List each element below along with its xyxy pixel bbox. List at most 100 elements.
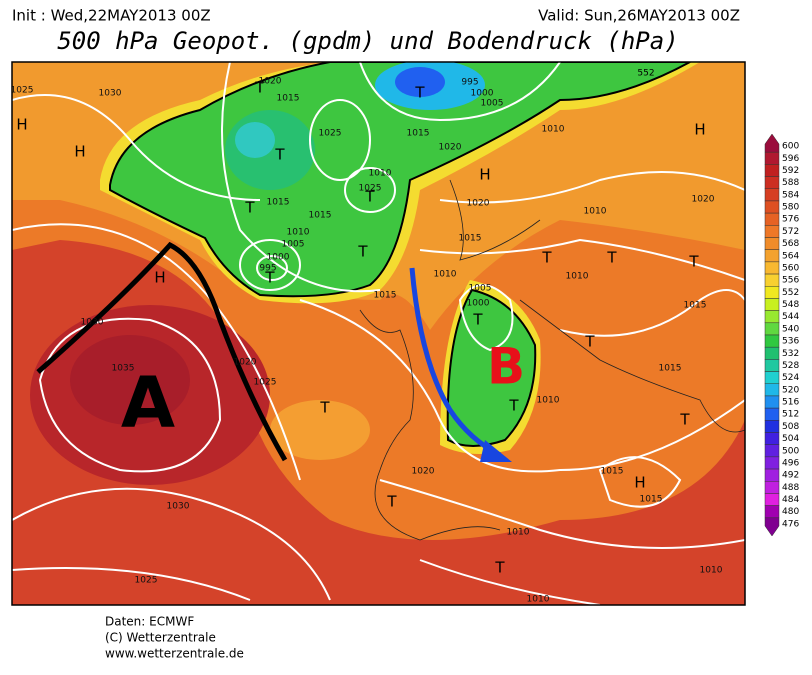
isobar-label: 1015 <box>407 129 430 139</box>
legend-swatch <box>764 249 780 263</box>
legend-label: 504 <box>782 434 799 444</box>
legend-swatch <box>764 176 780 189</box>
pressure-center: T <box>606 249 617 267</box>
legend-swatch <box>764 225 780 238</box>
isobar-label: 1015 <box>309 211 332 221</box>
legend-label: 588 <box>782 178 799 188</box>
legend-label: 556 <box>782 276 799 286</box>
legend-label: 508 <box>782 422 799 432</box>
pressure-center: T <box>357 243 368 261</box>
isobar-label: 1000 <box>471 89 494 99</box>
title: 500 hPa Geopot. (gpdm) und Bodendruck (h… <box>57 27 678 55</box>
legend-label: 584 <box>782 190 799 200</box>
legend-swatch <box>764 151 780 165</box>
isobar-label: 1020 <box>439 143 462 153</box>
pressure-center: H <box>74 143 85 161</box>
legend-label: 596 <box>782 154 799 164</box>
pressure-center: T <box>414 84 425 102</box>
legend-label: 576 <box>782 215 799 225</box>
legend-label: 500 <box>782 446 799 456</box>
legend-label: 512 <box>782 410 799 420</box>
pressure-center: H <box>16 116 27 134</box>
legend-swatch <box>764 298 780 311</box>
pressure-center: H <box>154 269 165 287</box>
pressure-center: T <box>264 269 275 287</box>
pressure-center: T <box>472 311 483 329</box>
legend-swatch <box>764 273 780 287</box>
isobar-label: 1005 <box>469 284 492 294</box>
isobar-label: 1015 <box>659 364 682 374</box>
legend-label: 532 <box>782 349 799 359</box>
legend-swatch <box>764 200 780 214</box>
legend-swatch <box>764 334 780 348</box>
legend-label: 572 <box>782 227 799 237</box>
pressure-center: T <box>541 249 552 267</box>
pressure-center: T <box>508 397 519 415</box>
isobar-label: 1025 <box>11 86 34 96</box>
isobar-label: 1010 <box>287 228 310 238</box>
legend-label: 592 <box>782 166 799 176</box>
isobar-label: 1020 <box>692 195 715 205</box>
isobar-label: 1015 <box>684 301 707 311</box>
legend-label: 564 <box>782 251 799 261</box>
isobar-label: 1015 <box>640 495 663 505</box>
legend-swatch <box>764 188 780 202</box>
isobar-label: 1035 <box>112 364 135 374</box>
valid-time: Valid: Sun,26MAY2013 00Z <box>538 7 740 25</box>
legend-label: 552 <box>782 288 799 298</box>
isobar-label: 1005 <box>282 240 305 250</box>
footer-source: Daten: ECMWF <box>105 615 194 629</box>
isobar-label: 1020 <box>234 358 257 368</box>
pressure-center: T <box>688 253 699 271</box>
isobar-label: 552 <box>637 69 654 79</box>
pressure-center: T <box>494 559 505 577</box>
isobar-label: 1010 <box>369 169 392 179</box>
isobar-label: 1005 <box>481 99 504 109</box>
pressure-center: H <box>479 166 490 184</box>
legend-swatch <box>764 133 780 153</box>
isobar-label: 1020 <box>467 199 490 209</box>
legend-label: 536 <box>782 337 799 347</box>
legend-label: 600 <box>782 142 799 152</box>
pressure-center: H <box>634 474 645 492</box>
legend-swatch <box>764 286 780 299</box>
isobar-label: 1010 <box>542 125 565 135</box>
legend-label: 488 <box>782 483 799 493</box>
legend-swatch <box>764 517 780 537</box>
legend-label: 484 <box>782 495 799 505</box>
legend-swatch <box>764 261 780 275</box>
pressure-center: T <box>254 79 265 97</box>
legend-swatch <box>764 481 780 494</box>
pressure-center: T <box>319 399 330 417</box>
legend-swatch <box>764 432 780 445</box>
legend-swatch <box>764 359 780 372</box>
isobar-label: 1025 <box>254 378 277 388</box>
init-time: Init : Wed,22MAY2013 00Z <box>12 7 211 25</box>
isobar-label: 995 <box>259 264 276 274</box>
legend-label: 580 <box>782 203 799 213</box>
legend-label: 544 <box>782 312 799 322</box>
legend-label: 480 <box>782 507 799 517</box>
footer-url: www.wetterzentrale.de <box>105 647 244 661</box>
isobar-label: 1010 <box>527 595 550 605</box>
isobar-label: 1030 <box>81 318 104 328</box>
legend-swatch <box>764 237 780 250</box>
pressure-center: T <box>274 146 285 164</box>
legend-swatch <box>764 468 780 482</box>
isobar-label: 1025 <box>135 576 158 586</box>
legend-swatch <box>764 493 780 506</box>
isobar-label: 1025 <box>359 184 382 194</box>
legend-label: 568 <box>782 239 799 249</box>
isobar-label: 1000 <box>267 253 290 263</box>
isobar-label: 1010 <box>434 270 457 280</box>
legend-swatch <box>764 456 780 470</box>
legend-label: 540 <box>782 324 799 334</box>
legend-swatch <box>764 444 780 458</box>
legend-swatch <box>764 164 780 177</box>
legend-swatch <box>764 420 780 433</box>
legend-label: 520 <box>782 385 799 395</box>
isobar-label: 1010 <box>507 528 530 538</box>
isobar-label: 1015 <box>267 198 290 208</box>
isobar-label: 1020 <box>412 467 435 477</box>
